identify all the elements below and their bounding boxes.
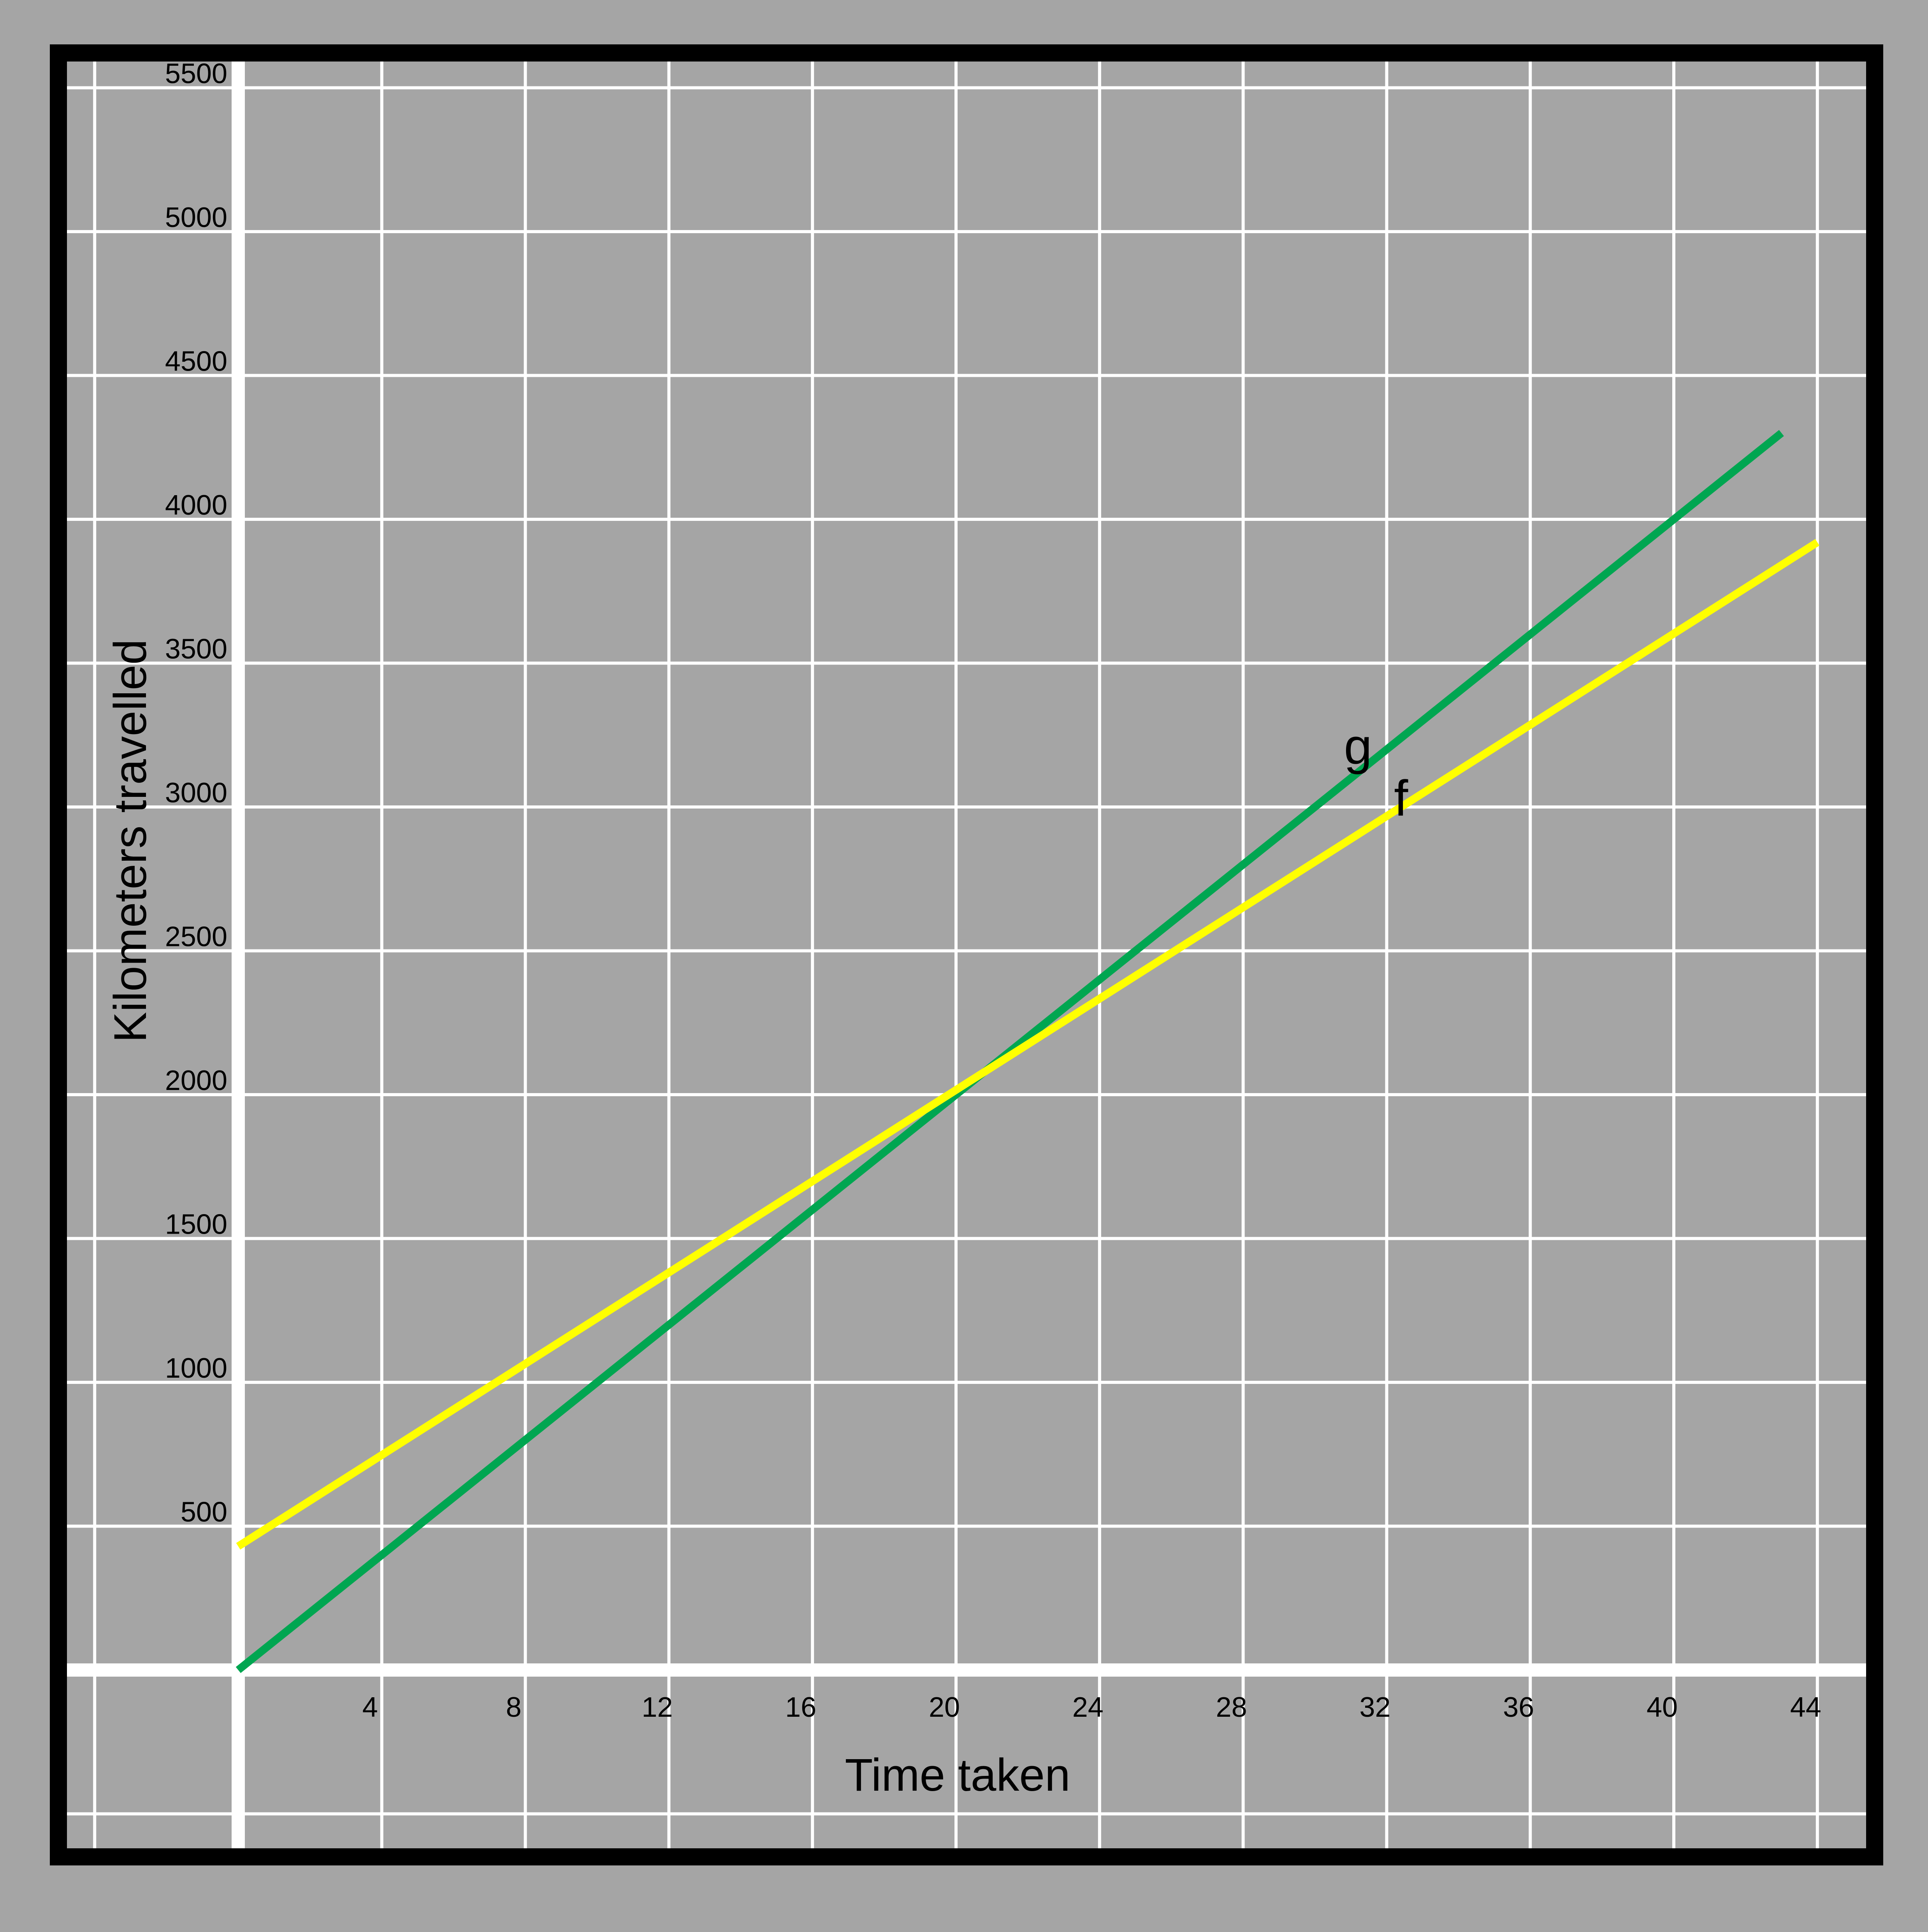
y-tick-label: 5500 (165, 58, 227, 90)
x-tick-label: 8 (506, 1692, 522, 1723)
x-tick-label: 16 (785, 1692, 816, 1723)
x-tick-label: 40 (1647, 1692, 1678, 1723)
y-tick-label: 2500 (165, 921, 227, 953)
x-tick-label: 44 (1790, 1692, 1821, 1723)
y-tick-label: 3000 (165, 777, 227, 809)
series-label-g: g (1344, 718, 1372, 775)
grid-lines (67, 62, 1866, 1848)
series-line-f (236, 539, 1820, 1550)
x-tick-label: 36 (1503, 1692, 1534, 1723)
series-label-f: f (1394, 770, 1408, 826)
x-tick-label: 20 (929, 1692, 960, 1723)
tick-labels: 4 8 12 16 20 24 28 32 36 40 44 500 1000 1500 2000 2500 3… (165, 58, 1821, 1723)
series-annotations: gf (1344, 718, 1408, 826)
y-axis-title: Kilometers travelled (105, 639, 156, 1042)
x-tick-label: 12 (641, 1692, 673, 1723)
x-tick-label: 24 (1072, 1692, 1104, 1723)
y-tick-label: 2000 (165, 1065, 227, 1096)
x-tick-label: 28 (1216, 1692, 1247, 1723)
y-tick-label: 4500 (165, 346, 227, 377)
y-tick-label: 1000 (165, 1353, 227, 1384)
axes (67, 62, 1866, 1848)
x-axis-title: Time taken (845, 1749, 1070, 1801)
series-lines (236, 430, 1820, 1673)
y-tick-label: 1500 (165, 1209, 227, 1240)
x-tick-label: 32 (1359, 1692, 1390, 1723)
chart-frame (50, 44, 1883, 1865)
y-tick-label: 3500 (165, 634, 227, 665)
y-tick-label: 5000 (165, 202, 227, 233)
y-tick-label: 4000 (165, 490, 227, 521)
y-tick-label: 500 (181, 1497, 227, 1528)
x-tick-label: 4 (362, 1692, 378, 1723)
